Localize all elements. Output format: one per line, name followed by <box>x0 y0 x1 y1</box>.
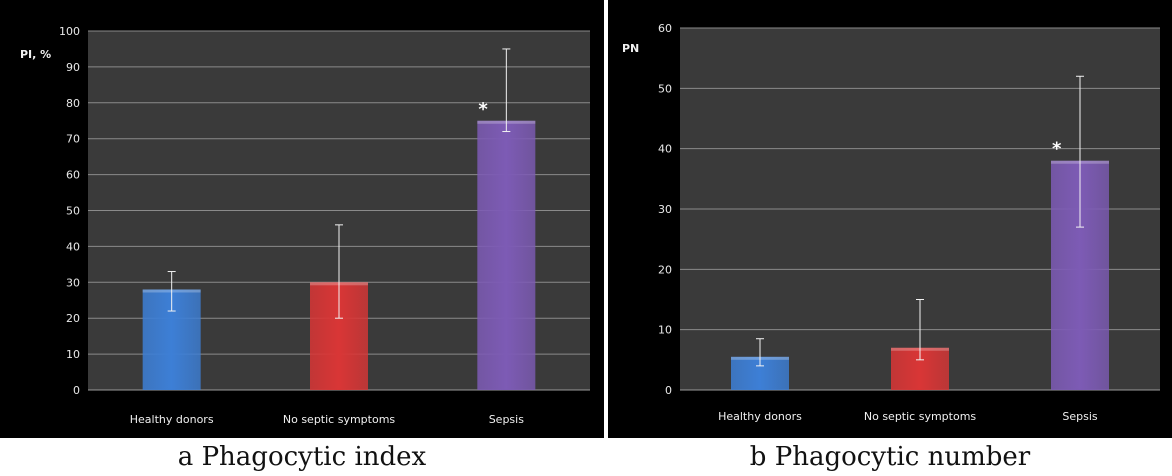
y-tick-label: 40 <box>66 240 80 253</box>
y-tick-label: 20 <box>658 263 672 276</box>
chart-svg-phagocytic-number: 0 10 20 30 40 50 60 PN Healthy donors No septic s… <box>622 22 1160 423</box>
y-tick-label: 90 <box>66 61 80 74</box>
chart-caption-b: b Phagocytic number <box>749 442 1031 472</box>
y-tick-label: 40 <box>658 143 672 156</box>
y-tick-label: 20 <box>66 312 80 325</box>
y-tick-label: 60 <box>658 22 672 35</box>
bar <box>477 120 536 390</box>
y-tick-label: 50 <box>66 205 80 218</box>
chart-caption-a: a Phagocytic index <box>177 442 427 472</box>
x-category-label: Healthy donors <box>130 413 214 426</box>
y-tick-label: 80 <box>66 97 80 110</box>
y-tick-label: 10 <box>658 324 672 337</box>
chart-svg-phagocytic-index: 0 10 20 30 40 50 60 70 80 90 100 PI, % Healthy donor… <box>20 25 590 426</box>
y-tick-label: 30 <box>66 276 80 289</box>
y-axis-label: PI, % <box>20 48 51 61</box>
x-category-label: No septic symptoms <box>283 413 396 426</box>
y-tick-label: 10 <box>66 348 80 361</box>
significance-star: * <box>478 99 488 120</box>
x-category-label: Sepsis <box>1062 410 1098 423</box>
y-tick-label: 70 <box>66 133 80 146</box>
y-tick-label: 30 <box>658 203 672 216</box>
chart-panel-phagocytic-index: 0 10 20 30 40 50 60 70 80 90 100 PI, % Healthy donor… <box>0 0 604 438</box>
chart-panel-phagocytic-number: 0 10 20 30 40 50 60 PN Healthy donors No septic s… <box>608 0 1172 438</box>
y-tick-label: 0 <box>665 384 672 397</box>
y-tick-label: 0 <box>73 384 80 397</box>
y-axis-label: PN <box>622 42 639 55</box>
y-tick-label: 60 <box>66 169 80 182</box>
significance-star: * <box>1052 139 1062 160</box>
y-tick-label: 100 <box>59 25 80 38</box>
x-category-label: Healthy donors <box>718 410 802 423</box>
x-category-label: Sepsis <box>489 413 525 426</box>
y-tick-label: 50 <box>658 82 672 95</box>
x-category-label: No septic symptoms <box>864 410 977 423</box>
